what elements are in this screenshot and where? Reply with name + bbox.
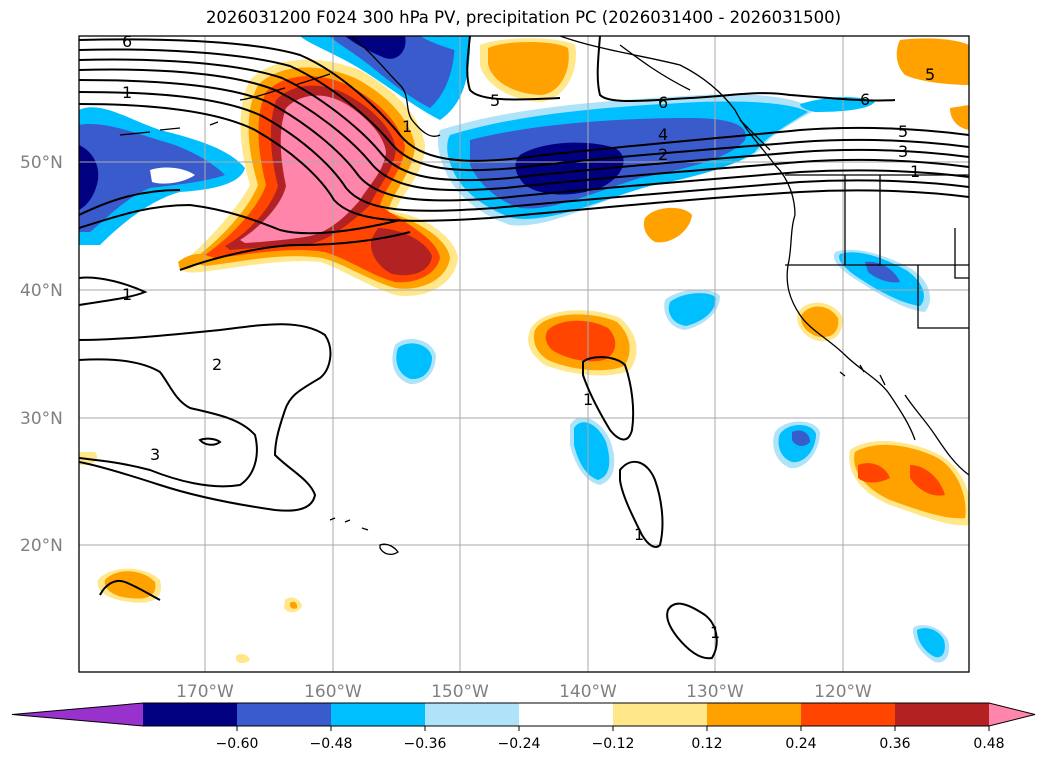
contour-label: 4 bbox=[658, 125, 668, 144]
lat-label: 40°N bbox=[20, 281, 63, 301]
contour-label: 2 bbox=[212, 355, 222, 374]
pv-contours bbox=[79, 36, 969, 660]
contour-label: 1 bbox=[402, 117, 412, 136]
map-border bbox=[78, 35, 970, 673]
lat-label: 30°N bbox=[20, 409, 63, 429]
contour-label: 3 bbox=[898, 142, 908, 161]
colorbar-tick-label: 0.24 bbox=[785, 736, 816, 752]
negative-anomaly-jet bbox=[79, 94, 815, 246]
map-content: 6 1 5 6 6 5 4 3 2 1 5 1 2 3 1 1 1 1 bbox=[79, 32, 969, 672]
colorbar-segment bbox=[237, 703, 332, 726]
colorbar-tick-label: −0.36 bbox=[404, 736, 447, 752]
contour-label: 3 bbox=[150, 445, 160, 464]
map-title: 2026031200 F024 300 hPa PV, precipitatio… bbox=[205, 8, 842, 27]
lon-label: 160°W bbox=[304, 682, 362, 702]
contour-label: 5 bbox=[925, 65, 935, 84]
colorbar-tick-label: −0.60 bbox=[216, 736, 259, 752]
colorbar-tick-label: −0.24 bbox=[498, 736, 541, 752]
contour-label: 1 bbox=[122, 83, 132, 102]
contour-label: 1 bbox=[710, 623, 720, 642]
contour-label: 1 bbox=[910, 162, 920, 181]
latitude-labels: 50°N 40°N 30°N 20°N bbox=[20, 153, 63, 556]
contour-label: 1 bbox=[583, 390, 593, 409]
contour-label: 1 bbox=[634, 525, 644, 544]
colorbar-segment bbox=[707, 703, 802, 726]
lon-label: 140°W bbox=[559, 682, 617, 702]
colorbar-outline bbox=[11, 702, 1036, 727]
colorbar-segment bbox=[331, 703, 426, 726]
colorbar-extend-max bbox=[989, 703, 1035, 726]
lon-label: 170°W bbox=[176, 682, 234, 702]
colorbar-segment bbox=[143, 703, 238, 726]
negative-anomaly-north bbox=[300, 36, 470, 120]
colorbar-segment bbox=[519, 703, 614, 726]
contour-labels: 6 1 5 6 6 5 4 3 2 1 5 1 2 3 1 1 1 1 bbox=[122, 32, 935, 642]
colorbar-segment bbox=[425, 703, 520, 726]
colorbar: −0.60 −0.48 −0.36 −0.24 −0.12 0.12 0.24 0.36 0.4… bbox=[11, 702, 1036, 752]
colorbar-segment bbox=[895, 703, 990, 726]
colorbar-segment bbox=[613, 703, 708, 726]
colorbar-tick-label: 0.12 bbox=[691, 736, 722, 752]
negative-anomaly-central bbox=[392, 96, 950, 663]
contour-label: 2 bbox=[658, 145, 668, 164]
contour-label: 6 bbox=[658, 93, 668, 112]
lat-label: 50°N bbox=[20, 153, 63, 173]
positive-anomaly-central bbox=[79, 302, 969, 663]
lon-label: 130°W bbox=[686, 682, 744, 702]
lat-label: 20°N bbox=[20, 536, 63, 556]
contour-label: 5 bbox=[490, 91, 500, 110]
colorbar-tick-label: 0.36 bbox=[879, 736, 910, 752]
colorbar-tick-label: −0.48 bbox=[310, 736, 353, 752]
positive-anomaly-north-coast bbox=[480, 38, 969, 243]
contour-label: 1 bbox=[122, 285, 132, 304]
colorbar-tick-label: −0.12 bbox=[592, 736, 635, 752]
contour-label: 6 bbox=[122, 32, 132, 51]
lon-label: 150°W bbox=[431, 682, 489, 702]
contour-label: 5 bbox=[898, 122, 908, 141]
longitude-labels: 170°W 160°W 150°W 140°W 130°W 120°W bbox=[176, 682, 872, 702]
colorbar-tick-label: 0.48 bbox=[973, 736, 1004, 752]
lon-label: 120°W bbox=[814, 682, 872, 702]
contour-label: 6 bbox=[860, 90, 870, 109]
colorbar-extend-min bbox=[12, 703, 143, 726]
colorbar-segment bbox=[801, 703, 896, 726]
